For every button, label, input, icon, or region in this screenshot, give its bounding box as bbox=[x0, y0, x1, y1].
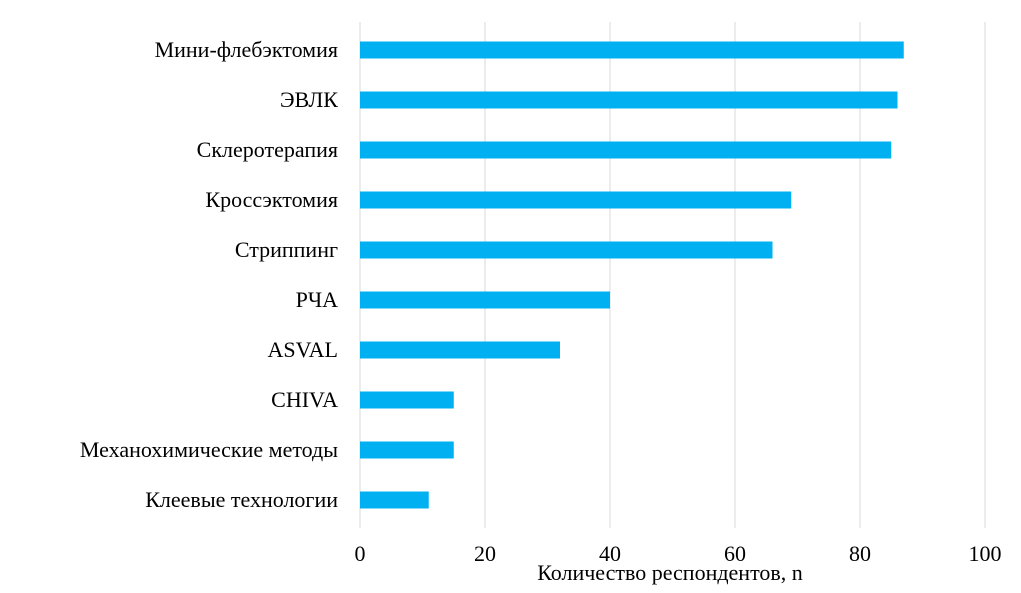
category-label: Мини-флебэктомия bbox=[155, 37, 338, 62]
category-label: Кроссэктомия bbox=[205, 187, 338, 212]
category-labels: Мини-флебэктомия ЭВЛК Склеротерапия Кроссэк… bbox=[80, 37, 338, 512]
bar bbox=[360, 441, 454, 459]
x-axis-title: Количество респондентов, n bbox=[537, 560, 803, 585]
category-label: ASVAL bbox=[267, 337, 338, 362]
bar bbox=[360, 391, 454, 409]
x-tick-label: 100 bbox=[969, 541, 1002, 566]
x-tick-label: 60 bbox=[724, 541, 746, 566]
category-label: Склеротерапия bbox=[197, 137, 338, 162]
bar bbox=[360, 341, 560, 359]
bar bbox=[360, 141, 892, 159]
bar bbox=[360, 191, 792, 209]
x-tick-label: 80 bbox=[849, 541, 871, 566]
bars bbox=[360, 41, 904, 509]
category-label: ЭВЛК bbox=[280, 87, 338, 112]
x-tick-labels: 0 20 40 60 80 100 bbox=[355, 541, 1002, 566]
bar bbox=[360, 41, 904, 59]
x-tick-label: 40 bbox=[599, 541, 621, 566]
bar bbox=[360, 91, 898, 109]
category-label: РЧА bbox=[296, 287, 339, 312]
x-tick-label: 0 bbox=[355, 541, 366, 566]
category-label: Механохимические методы bbox=[80, 437, 338, 462]
x-tick-label: 20 bbox=[474, 541, 496, 566]
bar bbox=[360, 241, 773, 259]
category-label: CHIVA bbox=[271, 387, 338, 412]
bar bbox=[360, 491, 429, 509]
bar bbox=[360, 291, 610, 309]
category-label: Стриппинг bbox=[235, 237, 338, 262]
category-label: Клеевые технологии bbox=[145, 487, 338, 512]
